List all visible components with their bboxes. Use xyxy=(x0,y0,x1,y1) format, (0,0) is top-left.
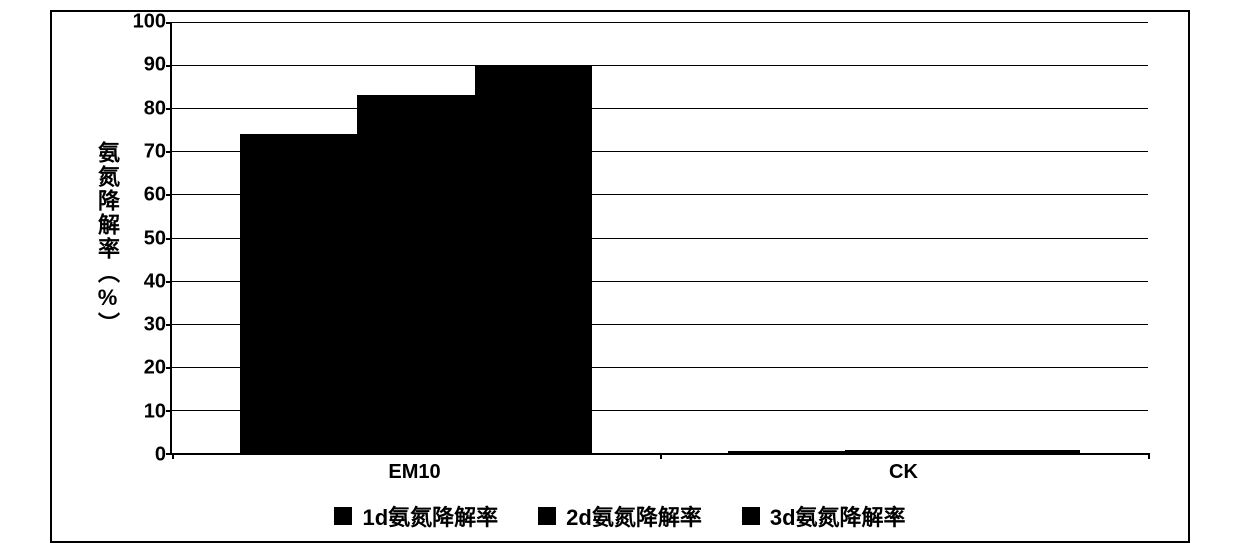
y-axis-ticks: 0102030405060708090100 xyxy=(122,22,170,455)
legend-item: 2d氨氮降解率 xyxy=(538,500,702,532)
bar xyxy=(240,134,357,453)
y-axis-label: 氨氮降解率（%） xyxy=(92,22,122,455)
y-tick-label: 100 xyxy=(133,11,166,34)
x-tick-mark xyxy=(1148,453,1150,459)
bar xyxy=(845,450,962,453)
bar xyxy=(728,451,845,453)
plot-area xyxy=(170,22,1148,455)
y-tick-mark xyxy=(166,22,172,24)
y-tick-mark xyxy=(166,194,172,196)
legend-label: 2d氨氮降解率 xyxy=(566,500,702,532)
bar xyxy=(963,450,1080,453)
legend-label: 1d氨氮降解率 xyxy=(362,500,498,532)
y-tick-mark xyxy=(166,238,172,240)
y-tick-label: 50 xyxy=(144,227,166,250)
y-tick-mark xyxy=(166,108,172,110)
x-axis-category-label: CK xyxy=(889,461,918,484)
bar xyxy=(357,95,474,453)
y-tick-mark xyxy=(166,65,172,67)
y-tick-label: 60 xyxy=(144,184,166,207)
y-tick-mark xyxy=(166,281,172,283)
chart-inner: 氨氮降解率（%） 0102030405060708090100 EM10CK 1… xyxy=(50,10,1190,543)
x-axis-label-area: EM10 CK xyxy=(170,455,1148,491)
legend-swatch xyxy=(334,507,352,525)
y-tick-label: 10 xyxy=(144,400,166,423)
y-tick-label: 30 xyxy=(144,314,166,337)
y-tick-label: 70 xyxy=(144,140,166,163)
legend-swatch xyxy=(742,507,760,525)
legend-item: 3d氨氮降解率 xyxy=(742,500,906,532)
legend-swatch xyxy=(538,507,556,525)
plot-row: 氨氮降解率（%） 0102030405060708090100 xyxy=(92,22,1148,455)
y-tick-mark xyxy=(166,367,172,369)
y-tick-mark xyxy=(166,324,172,326)
chart-container: 氨氮降解率（%） 0102030405060708090100 EM10CK 1… xyxy=(0,0,1240,553)
y-tick-label: 90 xyxy=(144,54,166,77)
x-axis-labels: EM10 CK xyxy=(92,455,1148,491)
y-tick-mark xyxy=(166,151,172,153)
x-axis-category-label: EM10 xyxy=(388,461,440,484)
legend: 1d氨氮降解率 2d氨氮降解率 3d氨氮降解率 xyxy=(92,491,1148,541)
bar xyxy=(475,65,592,453)
y-tick-label: 40 xyxy=(144,270,166,293)
legend-label: 3d氨氮降解率 xyxy=(770,500,906,532)
bar-group xyxy=(240,22,591,453)
y-tick-label: 20 xyxy=(144,357,166,380)
x-axis-spacer xyxy=(92,455,170,491)
y-axis-label-text: 氨氮降解率（%） xyxy=(91,141,123,336)
bar-group xyxy=(728,22,1079,453)
y-tick-mark xyxy=(166,410,172,412)
legend-item: 1d氨氮降解率 xyxy=(334,500,498,532)
y-tick-label: 80 xyxy=(144,97,166,120)
